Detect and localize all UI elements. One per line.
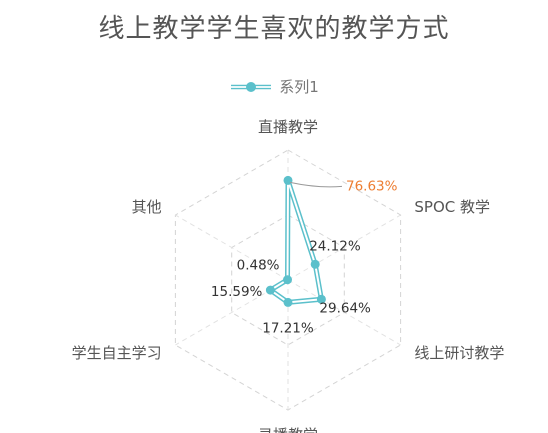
data-label: 0.48% xyxy=(237,258,280,274)
grid-spoke xyxy=(287,214,401,281)
data-label: 29.64% xyxy=(319,300,371,316)
grid-spoke xyxy=(175,214,289,281)
series-point[interactable] xyxy=(283,175,293,185)
axis-label: 直播教学 xyxy=(258,118,318,136)
grid-spoke xyxy=(287,279,401,346)
series-point[interactable] xyxy=(283,275,292,285)
axis-labels: 直播教学 SPOC 教学线上研讨教学录播教学 学生自主学习 其他 xyxy=(72,118,505,433)
series-layer xyxy=(265,175,326,307)
legend-series-name: 系列1 xyxy=(279,78,319,96)
leader-line xyxy=(289,181,343,188)
series-point[interactable] xyxy=(310,259,320,269)
series-point[interactable] xyxy=(283,297,293,307)
series-point[interactable] xyxy=(316,294,326,304)
axis-label: 录播教学 xyxy=(258,426,318,433)
axis-label: 学生自主学习 xyxy=(72,344,162,362)
data-label: 76.63% xyxy=(346,178,398,194)
series-point[interactable] xyxy=(265,285,275,295)
legend[interactable]: 系列1 xyxy=(0,76,548,97)
axis-label: SPOC 教学 xyxy=(414,198,490,216)
data-label: 17.21% xyxy=(262,320,314,336)
data-labels: 76.63% 24.12% 29.64% 17.21% 15.59% 0.48% xyxy=(211,178,398,336)
legend-line-marker-icon xyxy=(231,81,272,92)
data-label: 15.59% xyxy=(211,284,263,300)
data-label: 24.12% xyxy=(309,238,361,254)
chart-title: 线上教学学生喜欢的教学方式 xyxy=(98,14,450,44)
axis-label: 其他 xyxy=(132,198,162,216)
axis-label: 线上研讨教学 xyxy=(414,344,504,362)
